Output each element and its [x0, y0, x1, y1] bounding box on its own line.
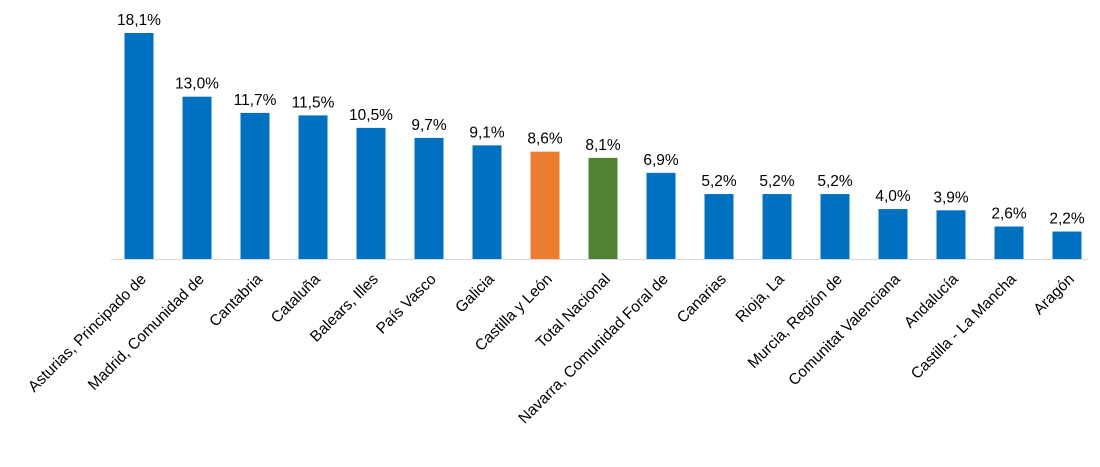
value-label: 9,7% — [411, 117, 447, 134]
bar — [182, 96, 212, 259]
value-label: 11,5% — [292, 94, 335, 111]
category-label: Comunitat Valenciana — [785, 271, 904, 390]
category-label: Castilla - La Mancha — [908, 271, 1020, 383]
value-label: 2,6% — [991, 206, 1027, 223]
bar — [588, 157, 618, 259]
bar — [820, 194, 850, 259]
category-label: Asturias, Principado de — [25, 271, 150, 396]
category-label: Galicia — [452, 271, 498, 317]
value-label: 11,7% — [234, 92, 277, 109]
value-label: 5,2% — [817, 173, 853, 190]
bar — [472, 145, 502, 259]
category-label: Cataluña — [268, 271, 324, 327]
bar — [298, 115, 328, 259]
category-label: Rioja, La — [733, 271, 789, 327]
value-label: 6,9% — [643, 152, 679, 169]
value-label: 8,1% — [585, 137, 621, 154]
category-label: País Vasco — [373, 271, 440, 338]
bar — [240, 112, 270, 259]
bar — [124, 33, 154, 259]
value-label: 4,0% — [875, 188, 911, 205]
category-label: Madrid, Comunidad de — [85, 271, 208, 394]
bar — [704, 194, 734, 259]
value-label: 8,6% — [527, 131, 563, 148]
bar — [936, 210, 966, 259]
value-label: 3,9% — [933, 189, 969, 206]
value-label: 5,2% — [759, 173, 795, 190]
bars-group — [124, 33, 1082, 260]
value-label: 9,1% — [469, 124, 505, 141]
value-label: 5,2% — [701, 173, 737, 190]
value-label: 13,0% — [175, 76, 219, 93]
value-label: 10,5% — [349, 107, 393, 124]
category-label: Canarias — [674, 271, 730, 327]
bar — [414, 137, 444, 259]
bar — [994, 226, 1024, 259]
value-labels-group: 18,1% 13,0% 11,7% 11,5% 10,5% 9,7% 9,1% 8,6% 8,1… — [117, 12, 1085, 228]
category-label: Cantabria — [206, 271, 266, 331]
bar — [646, 172, 676, 259]
category-label: Andalucía — [901, 271, 962, 332]
value-label: 2,2% — [1049, 211, 1085, 228]
bar — [530, 151, 560, 259]
value-label: 18,1% — [117, 12, 161, 29]
bar — [762, 194, 792, 259]
bar — [356, 127, 386, 260]
bar — [1052, 231, 1082, 259]
category-label: Aragón — [1030, 271, 1077, 318]
bar — [878, 209, 908, 259]
